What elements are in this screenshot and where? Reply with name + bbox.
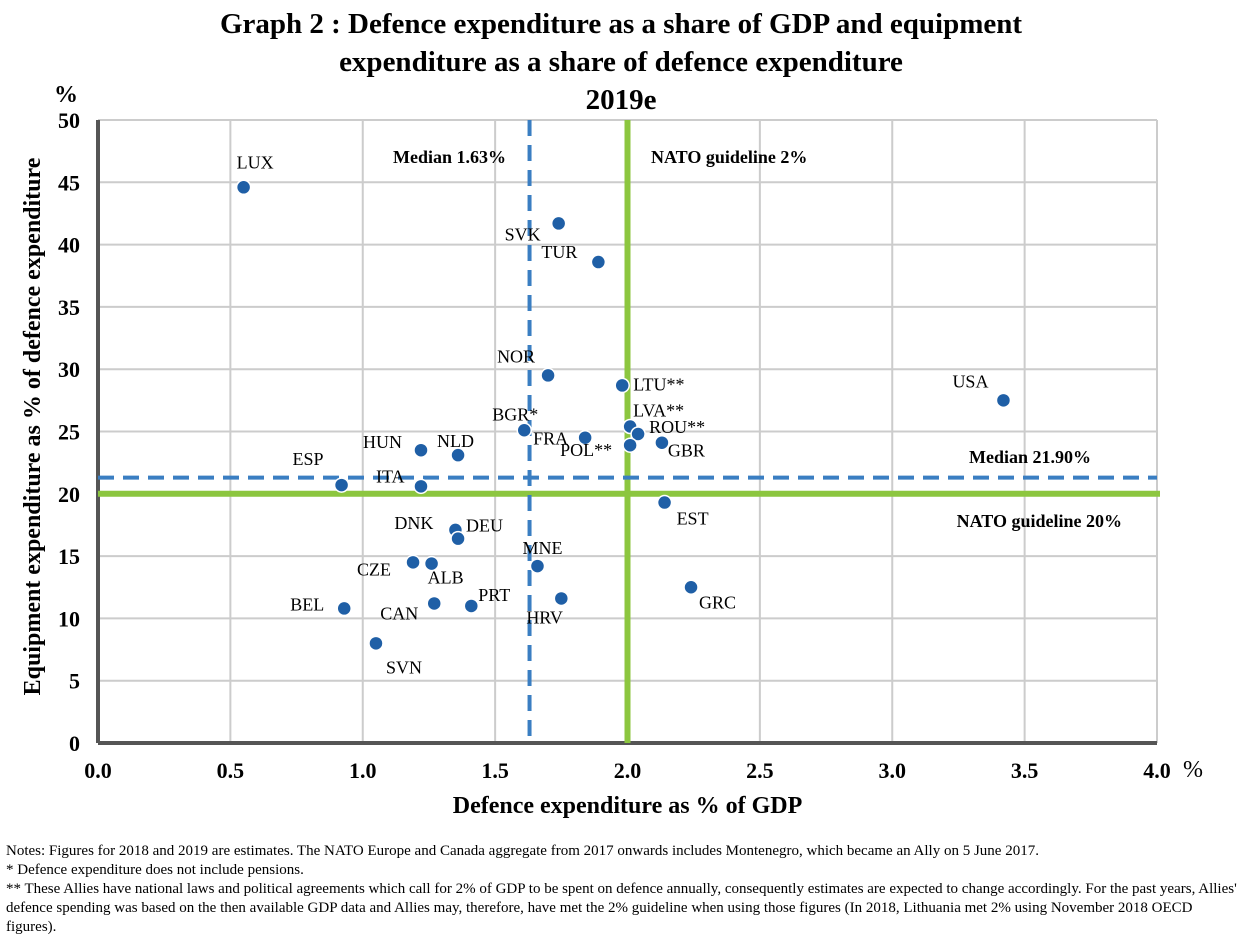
- point-fra: [577, 429, 593, 446]
- chart-title-line-2: expenditure as a share of defence expend…: [339, 46, 903, 78]
- point-esp: [333, 477, 350, 493]
- y-tick-label: 15: [58, 544, 80, 569]
- point-label-dnk: DNK: [394, 513, 433, 533]
- y-tick-label: 45: [58, 170, 80, 195]
- x-tick-label: 3.0: [879, 758, 907, 783]
- point-label-nor: NOR: [497, 346, 535, 366]
- y-tick-label: 35: [58, 295, 80, 320]
- point-label-usa: USA: [952, 371, 988, 391]
- point-lux: [235, 179, 252, 196]
- y-unit-label: %: [54, 82, 78, 108]
- point-usa: [995, 392, 1012, 409]
- median-equipment-label: Median 21.90%: [969, 447, 1091, 467]
- point-alb: [423, 555, 440, 572]
- chart-title-line-1: Graph 2 : Defence expenditure as a share…: [219, 8, 1023, 40]
- y-tick-label: 50: [58, 108, 80, 133]
- y-tick-label: 0: [69, 731, 80, 756]
- point-label-prt: PRT: [478, 585, 510, 605]
- note-estimates: Notes: Figures for 2018 and 2019 are est…: [6, 843, 1039, 859]
- y-axis-title: Equipment expenditure as % of defence ex…: [20, 157, 46, 695]
- scatter-chart: 0.0 0.5 1.0 1.5 2.0 2.5 3.0 3.5 4.0 0 5 10 15 20 25 30 3…: [20, 82, 1203, 819]
- x-unit-label: %: [1183, 757, 1203, 783]
- point-label-svn: SVN: [386, 657, 422, 677]
- point-label-lva: LVA**: [633, 401, 684, 421]
- point-label-gbr: GBR: [668, 441, 705, 461]
- y-tick-label: 20: [58, 482, 80, 507]
- point-svn: [368, 635, 384, 652]
- x-tick-label: 4.0: [1143, 758, 1171, 783]
- point-label-can: CAN: [380, 603, 418, 623]
- point-label-esp: ESP: [293, 449, 324, 469]
- x-tick-label: 2.0: [614, 758, 642, 783]
- point-label-tur: TUR: [541, 242, 577, 262]
- point-bgr: [516, 422, 532, 439]
- point-gbr: [654, 434, 670, 451]
- point-mne: [529, 558, 546, 574]
- point-prt: [463, 598, 480, 614]
- x-axis-title: Defence expenditure as % of GDP: [453, 793, 803, 819]
- point-label-cze: CZE: [357, 559, 391, 579]
- point-label-mne: MNE: [522, 538, 562, 558]
- point-nld: [450, 447, 466, 463]
- y-tick-label: 5: [69, 669, 80, 694]
- point-bel: [336, 600, 352, 617]
- point-grc: [683, 579, 699, 595]
- point-label-pol: POL**: [560, 440, 612, 460]
- nato-guideline-20pct-label: NATO guideline 20%: [957, 511, 1122, 531]
- point-label-bel: BEL: [290, 594, 324, 614]
- point-label-fra: FRA: [533, 429, 568, 449]
- point-hun: [413, 442, 429, 458]
- point-rou: [630, 426, 646, 442]
- median-gdp-label: Median 1.63%: [393, 147, 506, 167]
- x-tick-label: 1.5: [481, 758, 509, 783]
- chart-title-year: 2019e: [585, 84, 657, 116]
- nato-guideline-2pct-label: NATO guideline 2%: [651, 147, 807, 167]
- point-label-hun: HUN: [363, 432, 402, 452]
- point-label-ltu: LTU**: [633, 374, 684, 394]
- point-label-nld: NLD: [437, 431, 474, 451]
- point-est: [656, 494, 673, 511]
- point-hrv: [553, 590, 570, 607]
- x-tick-label: 0.5: [217, 758, 245, 783]
- point-nor: [540, 367, 556, 384]
- y-tick-label: 30: [58, 357, 80, 382]
- point-label-bgr: BGR*: [492, 404, 538, 424]
- point-label-est: EST: [677, 509, 709, 529]
- x-tick-label: 3.5: [1011, 758, 1039, 783]
- point-label-alb: ALB: [428, 568, 464, 588]
- x-tick-label: 0.0: [84, 758, 112, 783]
- point-label-ita: ITA: [376, 466, 405, 486]
- point-ita: [413, 478, 429, 495]
- point-label-lux: LUX: [237, 152, 274, 172]
- point-label-rou: ROU**: [649, 417, 705, 437]
- point-svk: [550, 215, 567, 232]
- point-label-grc: GRC: [699, 592, 736, 612]
- note-pensions: * Defence expenditure does not include p…: [6, 862, 304, 878]
- point-cze: [405, 554, 421, 571]
- x-tick-label: 2.5: [746, 758, 774, 783]
- y-tick-label: 25: [58, 420, 80, 445]
- point-deu: [450, 530, 466, 547]
- point-can: [426, 595, 442, 612]
- point-tur: [590, 254, 607, 270]
- point-pol: [622, 437, 638, 453]
- y-tick-label: 10: [58, 606, 80, 631]
- note-national-laws: ** These Allies have national laws and p…: [6, 881, 1237, 935]
- point-label-svk: SVK: [505, 224, 541, 244]
- y-tick-label: 40: [58, 233, 80, 258]
- point-label-hrv: HRV: [526, 607, 563, 627]
- point-ltu: [614, 377, 630, 394]
- point-label-deu: DEU: [466, 516, 503, 536]
- x-tick-label: 1.0: [349, 758, 377, 783]
